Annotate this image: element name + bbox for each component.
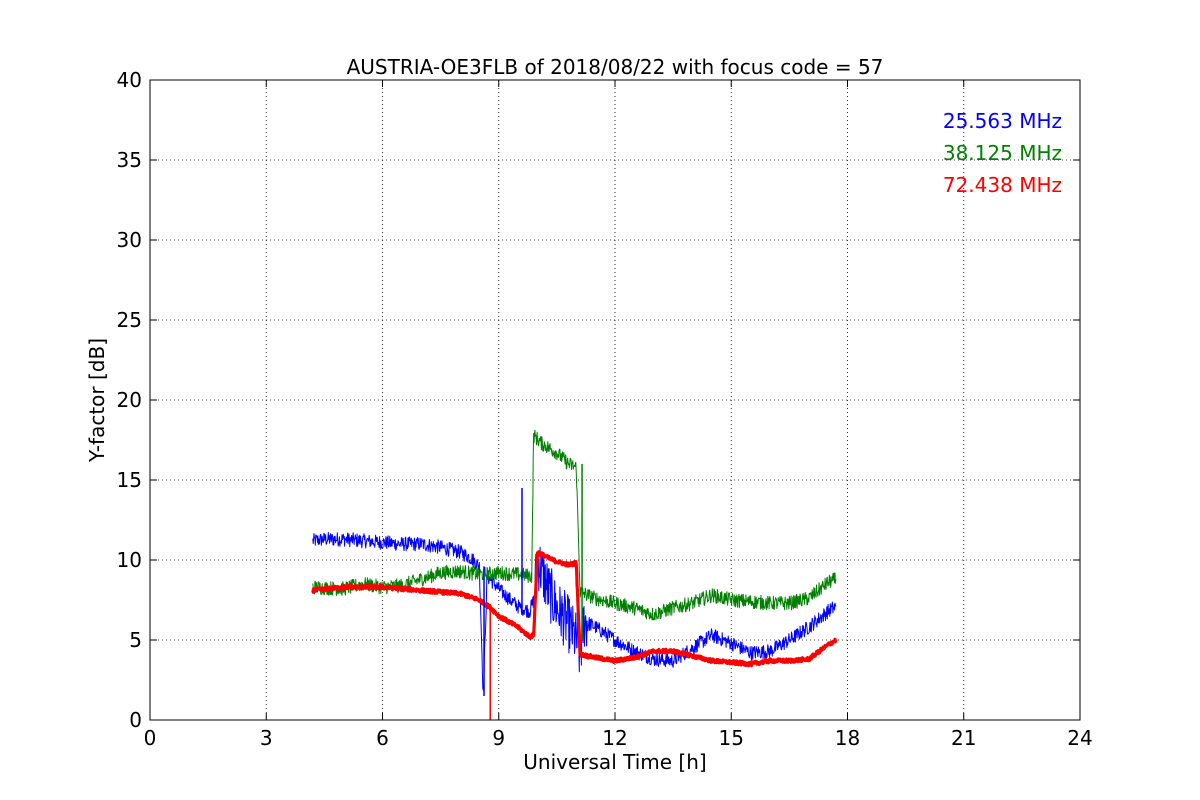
y-tick-label: 0 xyxy=(129,708,142,732)
y-tick-label: 10 xyxy=(117,548,142,572)
y-axis-label: Y-factor [dB] xyxy=(85,338,109,463)
x-axis-label: Universal Time [h] xyxy=(523,750,706,774)
chart-title: AUSTRIA-OE3FLB of 2018/08/22 with focus … xyxy=(347,55,884,79)
x-tick-label: 9 xyxy=(492,726,505,750)
x-tick-label: 6 xyxy=(376,726,389,750)
x-tick-label: 15 xyxy=(719,726,744,750)
grid-layer xyxy=(150,80,1080,720)
series-line-2 xyxy=(311,550,838,668)
series-line-1 xyxy=(312,429,837,621)
y-tick-label: 25 xyxy=(117,308,142,332)
series-layer xyxy=(311,429,838,720)
x-tick-label: 21 xyxy=(951,726,976,750)
tick-layer: 0 3 6 9 12 15 18 21 24 0 5 10 15 20 25 30 35 40 xyxy=(117,68,1093,750)
x-tick-label: 24 xyxy=(1067,726,1092,750)
series-line-0 xyxy=(312,531,837,691)
legend-entry: 72.438 MHz xyxy=(943,173,1062,197)
y-tick-label: 20 xyxy=(117,388,142,412)
legend-entry: 25.563 MHz xyxy=(943,109,1062,133)
y-tick-label: 15 xyxy=(117,468,142,492)
x-tick-label: 0 xyxy=(144,726,157,750)
x-tick-label: 12 xyxy=(602,726,627,750)
legend: 25.563 MHz 38.125 MHz 72.438 MHz xyxy=(943,109,1062,197)
y-tick-label: 5 xyxy=(129,628,142,652)
legend-entry: 38.125 MHz xyxy=(943,141,1062,165)
y-tick-label: 30 xyxy=(117,228,142,252)
x-tick-label: 18 xyxy=(835,726,860,750)
y-tick-label: 40 xyxy=(117,68,142,92)
y-tick-label: 35 xyxy=(117,148,142,172)
x-tick-label: 3 xyxy=(260,726,273,750)
